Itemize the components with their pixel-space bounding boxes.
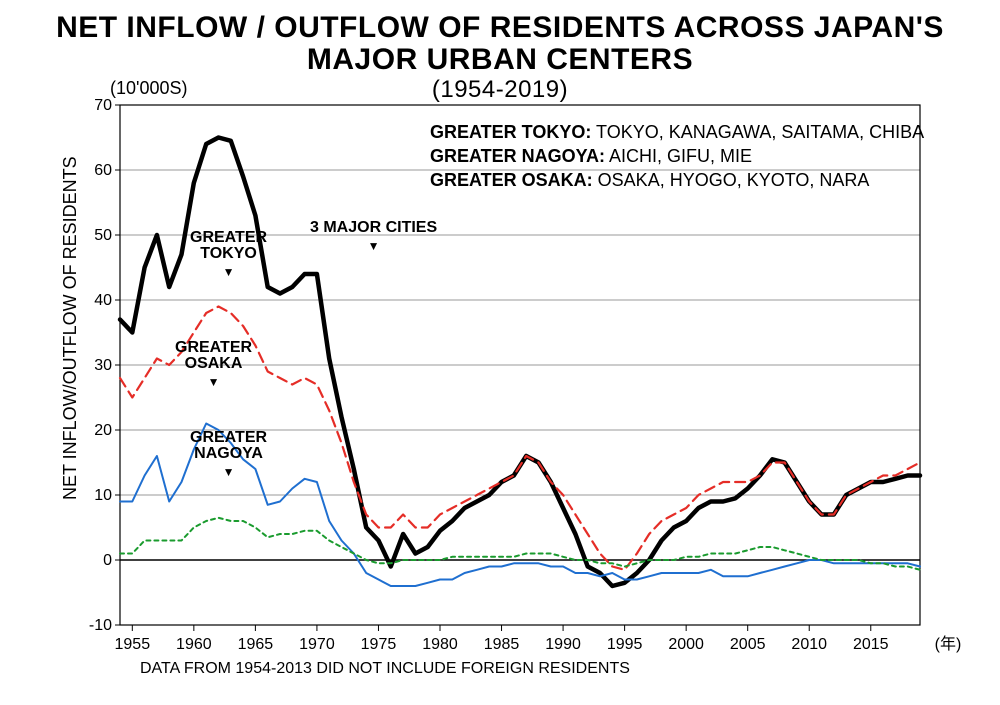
svg-text:10: 10 (94, 487, 112, 504)
svg-text:(年): (年) (935, 635, 962, 653)
annotation-osaka: GREATEROSAKA▼ (175, 340, 252, 390)
svg-text:1975: 1975 (361, 636, 397, 653)
legend-row: GREATER NAGOYA: AICHI, GIFU, MIE (430, 144, 924, 168)
y-axis-title: NET INFLOW/OUTFLOW OF RESIDENTS (60, 156, 81, 500)
svg-text:2015: 2015 (853, 636, 889, 653)
svg-text:1985: 1985 (484, 636, 520, 653)
svg-text:30: 30 (94, 357, 112, 374)
svg-text:1995: 1995 (607, 636, 643, 653)
legend-row: GREATER OSAKA: OSAKA, HYOGO, KYOTO, NARA (430, 168, 924, 192)
svg-text:2010: 2010 (791, 636, 827, 653)
annotation-nagoya: GREATERNAGOYA▼ (190, 430, 267, 480)
svg-text:1990: 1990 (545, 636, 581, 653)
svg-text:1955: 1955 (115, 636, 151, 653)
line-chart: -100102030405060701955196019651970197519… (0, 0, 1000, 705)
legend: GREATER TOKYO: TOKYO, KANAGAWA, SAITAMA,… (430, 120, 924, 192)
svg-text:0: 0 (103, 552, 112, 569)
svg-text:60: 60 (94, 162, 112, 179)
svg-text:2000: 2000 (668, 636, 704, 653)
annotation-three-major: 3 MAJOR CITIES▼ (310, 220, 437, 254)
title-main: NET INFLOW / OUTFLOW OF RESIDENTS ACROSS… (0, 12, 1000, 76)
legend-row: GREATER TOKYO: TOKYO, KANAGAWA, SAITAMA,… (430, 120, 924, 144)
svg-text:1965: 1965 (238, 636, 274, 653)
svg-text:40: 40 (94, 292, 112, 309)
svg-text:1970: 1970 (299, 636, 335, 653)
annotation-tokyo: GREATERTOKYO▼ (190, 230, 267, 280)
svg-text:2005: 2005 (730, 636, 766, 653)
svg-text:1980: 1980 (422, 636, 458, 653)
y-units-label: (10'000S) (110, 78, 187, 99)
footnote: DATA FROM 1954-2013 DID NOT INCLUDE FORE… (140, 660, 630, 678)
svg-text:1960: 1960 (176, 636, 212, 653)
svg-text:20: 20 (94, 422, 112, 439)
svg-text:-10: -10 (89, 617, 112, 634)
svg-text:50: 50 (94, 227, 112, 244)
